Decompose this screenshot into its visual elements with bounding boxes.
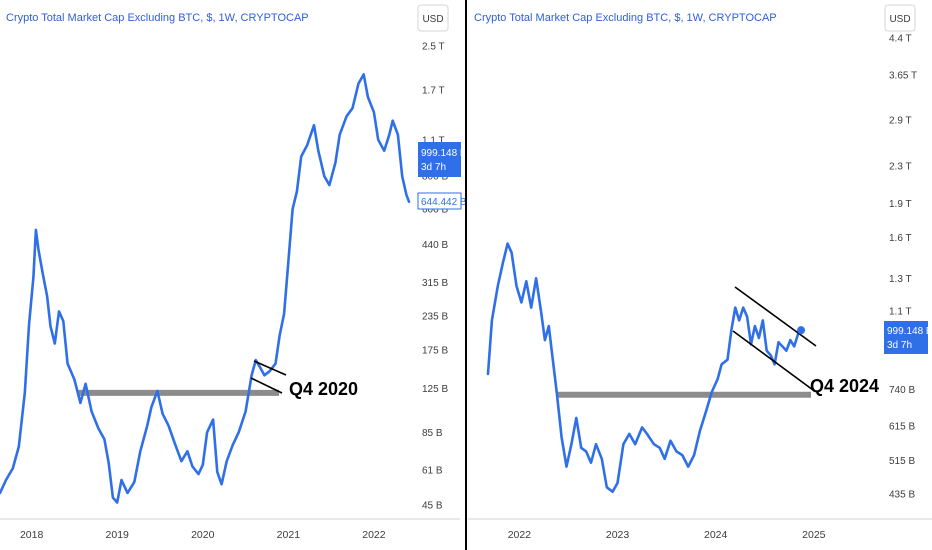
left-y-tick-label: 1.1 T (422, 135, 445, 146)
right-price-badge: 999.148 B 3d 7h (884, 321, 932, 354)
left-channel-line-upper (253, 360, 287, 376)
left-plot-area (0, 73, 411, 504)
left-price-value: 999.148 B (421, 148, 467, 159)
left-currency-label: USD (422, 14, 443, 25)
right-y-tick-label: 2.9 T (889, 116, 912, 127)
left-channel-line-lower (250, 377, 283, 394)
right-currency-button[interactable] (884, 4, 916, 32)
right-y-tick-label: 435 B (889, 490, 915, 501)
right-x-tick-label: 2022 (508, 529, 532, 541)
left-y-tick-label: 85 B (422, 428, 443, 439)
right-y-tick-label: 740 B (889, 385, 915, 396)
left-chart-title: Crypto Total Market Cap Excluding BTC, $… (6, 12, 309, 24)
left-price-badge-bg (418, 142, 461, 177)
right-y-tick-label: 1.6 T (889, 233, 912, 244)
left-y-tick-label: 125 B (422, 384, 448, 395)
right-chart-title: Crypto Total Market Cap Excluding BTC, $… (474, 12, 777, 24)
left-currency-button[interactable] (417, 4, 449, 32)
left-y-tick-label: 175 B (422, 345, 448, 356)
left-price-countdown: 3d 7h (421, 162, 446, 173)
left-price-badge: 999.148 B 3d 7h (418, 142, 467, 177)
left-price-series-line (0, 73, 411, 504)
right-annotation: Q4 2024 (810, 376, 879, 396)
right-price-value: 999.148 B (887, 326, 932, 337)
right-x-axis: 2022 2023 2024 2025 (508, 529, 826, 541)
left-y-tick-label: 315 B (422, 278, 448, 289)
right-y-tick-label: 4.4 T (889, 34, 912, 45)
right-y-tick-label: 2.3 T (889, 161, 912, 172)
left-y-tick-label: 600 B (422, 205, 448, 216)
left-annotation: Q4 2020 (289, 379, 358, 399)
right-price-series-line (486, 242, 803, 494)
left-y-tick-label: 2.5 T (422, 42, 445, 53)
left-y-tick-label: 235 B (422, 312, 448, 323)
left-level-badge: 644.442 B (417, 192, 467, 210)
right-y-tick-label: 1.3 T (889, 274, 912, 285)
right-channel-line-upper (734, 286, 817, 347)
right-y-tick-label: 1.1 T (889, 307, 912, 318)
right-y-tick-label: 515 B (889, 456, 915, 467)
right-plot-area (486, 242, 817, 494)
left-y-tick-label: 440 B (422, 240, 448, 251)
left-chart-panel: Crypto Total Market Cap Excluding BTC, $… (0, 4, 467, 541)
right-y-tick-label: 1.9 T (889, 199, 912, 210)
left-x-tick-label: 2021 (277, 529, 301, 541)
left-y-axis: 2.5 T 1.7 T 1.1 T 800 B 600 B 440 B 315 B 235 B… (422, 42, 448, 512)
left-x-tick-label: 2020 (191, 529, 215, 541)
left-y-tick-label: 1.7 T (422, 86, 445, 97)
right-x-tick-label: 2025 (802, 529, 826, 541)
left-x-tick-label: 2019 (106, 529, 130, 541)
right-x-tick-label: 2024 (704, 529, 728, 541)
left-y-tick-label: 45 B (422, 501, 443, 512)
left-level-value: 644.442 B (421, 197, 467, 208)
right-y-tick-label: 3.65 T (889, 70, 917, 81)
right-y-axis: 4.4 T 3.65 T 2.9 T 2.3 T 1.9 T 1.6 T 1.3 T 1.1 … (889, 34, 917, 501)
right-chart-panel: Crypto Total Market Cap Excluding BTC, $… (468, 4, 932, 541)
left-level-badge-bg (417, 192, 462, 210)
right-price-badge-bg (884, 321, 928, 354)
right-currency-label: USD (889, 14, 910, 25)
left-x-tick-label: 2022 (362, 529, 386, 541)
left-y-tick-label: 800 B (422, 172, 448, 183)
right-x-tick-label: 2023 (606, 529, 630, 541)
left-y-tick-label: 61 B (422, 466, 443, 477)
right-channel-line-lower (732, 330, 814, 391)
left-x-tick-label: 2018 (20, 529, 44, 541)
right-y-tick-label: 615 B (889, 421, 915, 432)
left-x-axis: 2018 2019 2020 2021 2022 (20, 529, 386, 541)
right-price-countdown: 3d 7h (887, 340, 912, 351)
right-last-price-marker (797, 326, 806, 335)
